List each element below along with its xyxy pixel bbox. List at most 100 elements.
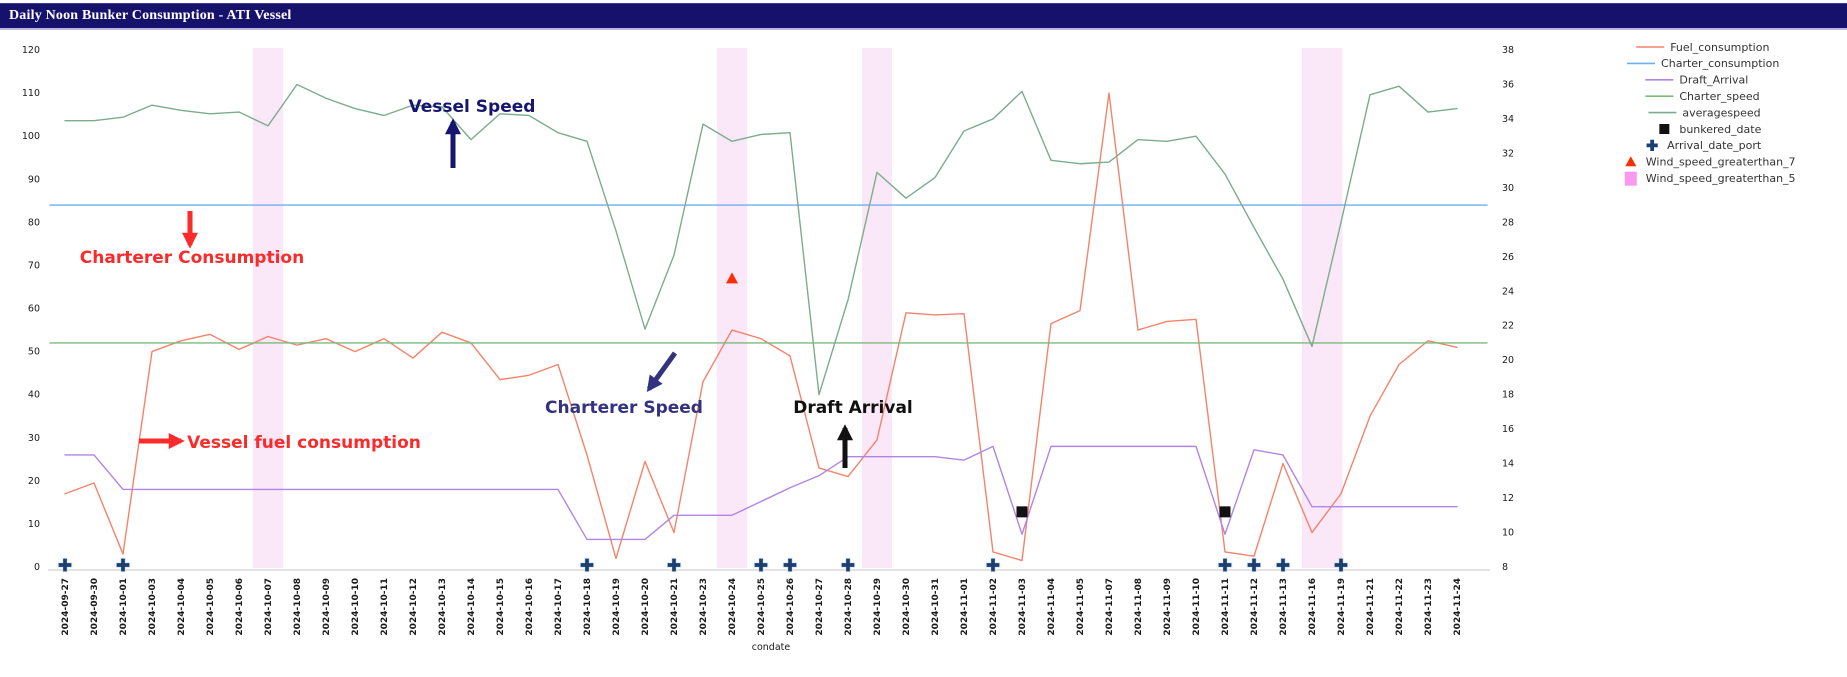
y-left-tick-label: 110: [22, 88, 40, 99]
legend-item-wind_speed_greaterthan_5[interactable]: Wind_speed_greaterthan_5: [1624, 171, 1796, 186]
x-tick-label: 2024-10-25: [757, 578, 767, 636]
y-left-tick-label: 40: [28, 390, 40, 401]
wind-band: [861, 48, 893, 568]
y-right-tick-label: 26: [1502, 252, 1514, 263]
legend-item-label: Charter_speed: [1679, 90, 1759, 103]
x-tick-label: 2024-10-14: [467, 578, 477, 636]
x-tick-label: 2024-11-11: [1221, 578, 1231, 636]
wind-band: [1301, 48, 1343, 568]
x-tick-label: 2024-10-04: [177, 578, 187, 636]
y-left-tick-label: 70: [28, 260, 40, 271]
x-tick-label: 2024-11-23: [1424, 578, 1434, 636]
x-tick-label: 2024-10-01: [119, 578, 129, 636]
page-title: Daily Noon Bunker Consumption - ATI Vess…: [9, 8, 292, 23]
x-tick-label: 2024-10-23: [699, 578, 709, 636]
series-line-draft_arrival: [64, 445, 1458, 541]
x-tick-label: 2024-11-10: [1192, 578, 1202, 636]
series-line-averagespeed: [64, 83, 1458, 396]
arrival-date-port-marker: [1246, 557, 1262, 573]
y-right-tick-label: 16: [1502, 424, 1514, 435]
arrival-date-port-marker: [985, 557, 1001, 573]
x-tick-label: 2024-11-24: [1453, 578, 1463, 636]
x-tick-label: 2024-11-09: [1163, 578, 1173, 636]
legend-item-wind_speed_greaterthan_7[interactable]: Wind_speed_greaterthan_7: [1625, 156, 1796, 169]
x-tick-label: 2024-10-12: [409, 578, 419, 636]
arrival-date-port-marker: [115, 557, 131, 573]
x-tick-label: 2024-10-28: [844, 578, 854, 636]
arrival-date-port-marker: [57, 557, 73, 573]
bunkered-date-marker: [1219, 506, 1231, 518]
legend-item-fuel_consumption[interactable]: Fuel_consumption: [1636, 41, 1769, 54]
series-line-fuel_consumption: [64, 92, 1458, 562]
y-right-tick-label: 32: [1502, 148, 1514, 159]
legend-item-charter_speed[interactable]: Charter_speed: [1645, 90, 1760, 103]
legend-item-label: Wind_speed_greaterthan_7: [1646, 156, 1796, 169]
y-right-tick-label: 28: [1502, 217, 1514, 228]
x-tick-label: 2024-10-16: [525, 578, 535, 636]
arrival-date-port-marker: [840, 557, 856, 573]
y-right-tick-label: 18: [1502, 390, 1514, 401]
legend-item-averagespeed[interactable]: averagespeed: [1648, 106, 1761, 119]
y-right-tick-label: 24: [1502, 286, 1514, 297]
x-tick-label: 2024-10-17: [554, 578, 564, 636]
x-tick-label: 2024-10-18: [583, 578, 593, 636]
x-tick-label: 2024-10-19: [612, 578, 622, 636]
x-tick-label: 2024-10-05: [206, 578, 216, 636]
x-tick-label: 2024-10-03: [148, 578, 158, 636]
wind-speed-gt7-marker: [726, 272, 738, 284]
x-tick-label: 2024-11-05: [1076, 578, 1086, 636]
y-left-tick-label: 120: [22, 45, 40, 56]
annotation-text-charterer-consumption: Charterer Consumption: [80, 248, 304, 268]
x-axis-title: condate: [752, 642, 791, 653]
x-tick-label: 2024-11-01: [960, 578, 970, 636]
x-tick-label: 2024-10-20: [641, 578, 651, 636]
annotation-text-charterer-speed: Charterer Speed: [545, 398, 703, 418]
wind-band: [716, 48, 748, 568]
y-left-tick-label: 60: [28, 304, 40, 315]
legend-item-arrival_date_port[interactable]: Arrival_date_port: [1646, 139, 1762, 152]
y-left-tick-label: 10: [28, 519, 40, 530]
y-left-tick-label: 100: [22, 131, 40, 142]
x-tick-label: 2024-11-12: [1250, 578, 1260, 636]
x-tick-label: 2024-10-06: [235, 578, 245, 636]
y-right-tick-label: 30: [1502, 183, 1514, 194]
y-right-tick-label: 14: [1502, 459, 1514, 470]
x-tick-label: 2024-10-27: [815, 578, 825, 636]
arrival-date-port-marker: [1275, 557, 1291, 573]
y-left-tick-label: 20: [28, 476, 40, 487]
x-tick-label: 2024-10-24: [728, 578, 738, 636]
x-tick-label: 2024-10-26: [786, 578, 796, 636]
x-tick-label: 2024-11-02: [989, 578, 999, 636]
y-left-tick-label: 80: [28, 217, 40, 228]
y-left-tick-label: 0: [34, 562, 40, 573]
x-tick-label: 2024-11-04: [1047, 578, 1057, 636]
annotation-arrow-charterer-speed: [646, 351, 678, 393]
legend-item-draft_arrival[interactable]: Draft_Arrival: [1645, 74, 1748, 87]
x-tick-label: 2024-10-15: [496, 578, 506, 636]
x-tick-label: 2024-10-13: [438, 578, 448, 636]
arrival-date-port-marker: [782, 557, 798, 573]
legend-item-charter_consumption[interactable]: Charter_consumption: [1627, 57, 1779, 70]
y-right-tick-label: 10: [1502, 528, 1514, 539]
x-tick-label: 2024-10-10: [351, 578, 361, 636]
title-bar: Daily Noon Bunker Consumption - ATI Vess…: [0, 3, 1847, 30]
legend-item-bunkered_date[interactable]: bunkered_date: [1659, 123, 1762, 136]
x-tick-label: 2024-10-21: [670, 578, 680, 636]
x-tick-label: 2024-10-30: [902, 578, 912, 636]
y-left-tick-label: 90: [28, 174, 40, 185]
legend-triangle-swatch: [1625, 156, 1637, 167]
arrival-date-port-marker: [1333, 557, 1349, 573]
legend-band-swatch: [1624, 171, 1637, 186]
y-right-tick-label: 22: [1502, 321, 1514, 332]
x-tick-label: 2024-10-31: [931, 578, 941, 636]
x-tick-label: 2024-09-30: [90, 578, 100, 636]
x-tick-label: 2024-10-09: [322, 578, 332, 636]
arrival-date-port-marker: [1217, 557, 1233, 573]
x-tick-label: 2024-11-03: [1018, 578, 1028, 636]
y-left-tick-label: 50: [28, 347, 40, 358]
legend-square-swatch: [1659, 124, 1670, 134]
x-tick-label: 2024-10-11: [380, 578, 390, 636]
y-left-tick-label: 30: [28, 433, 40, 444]
